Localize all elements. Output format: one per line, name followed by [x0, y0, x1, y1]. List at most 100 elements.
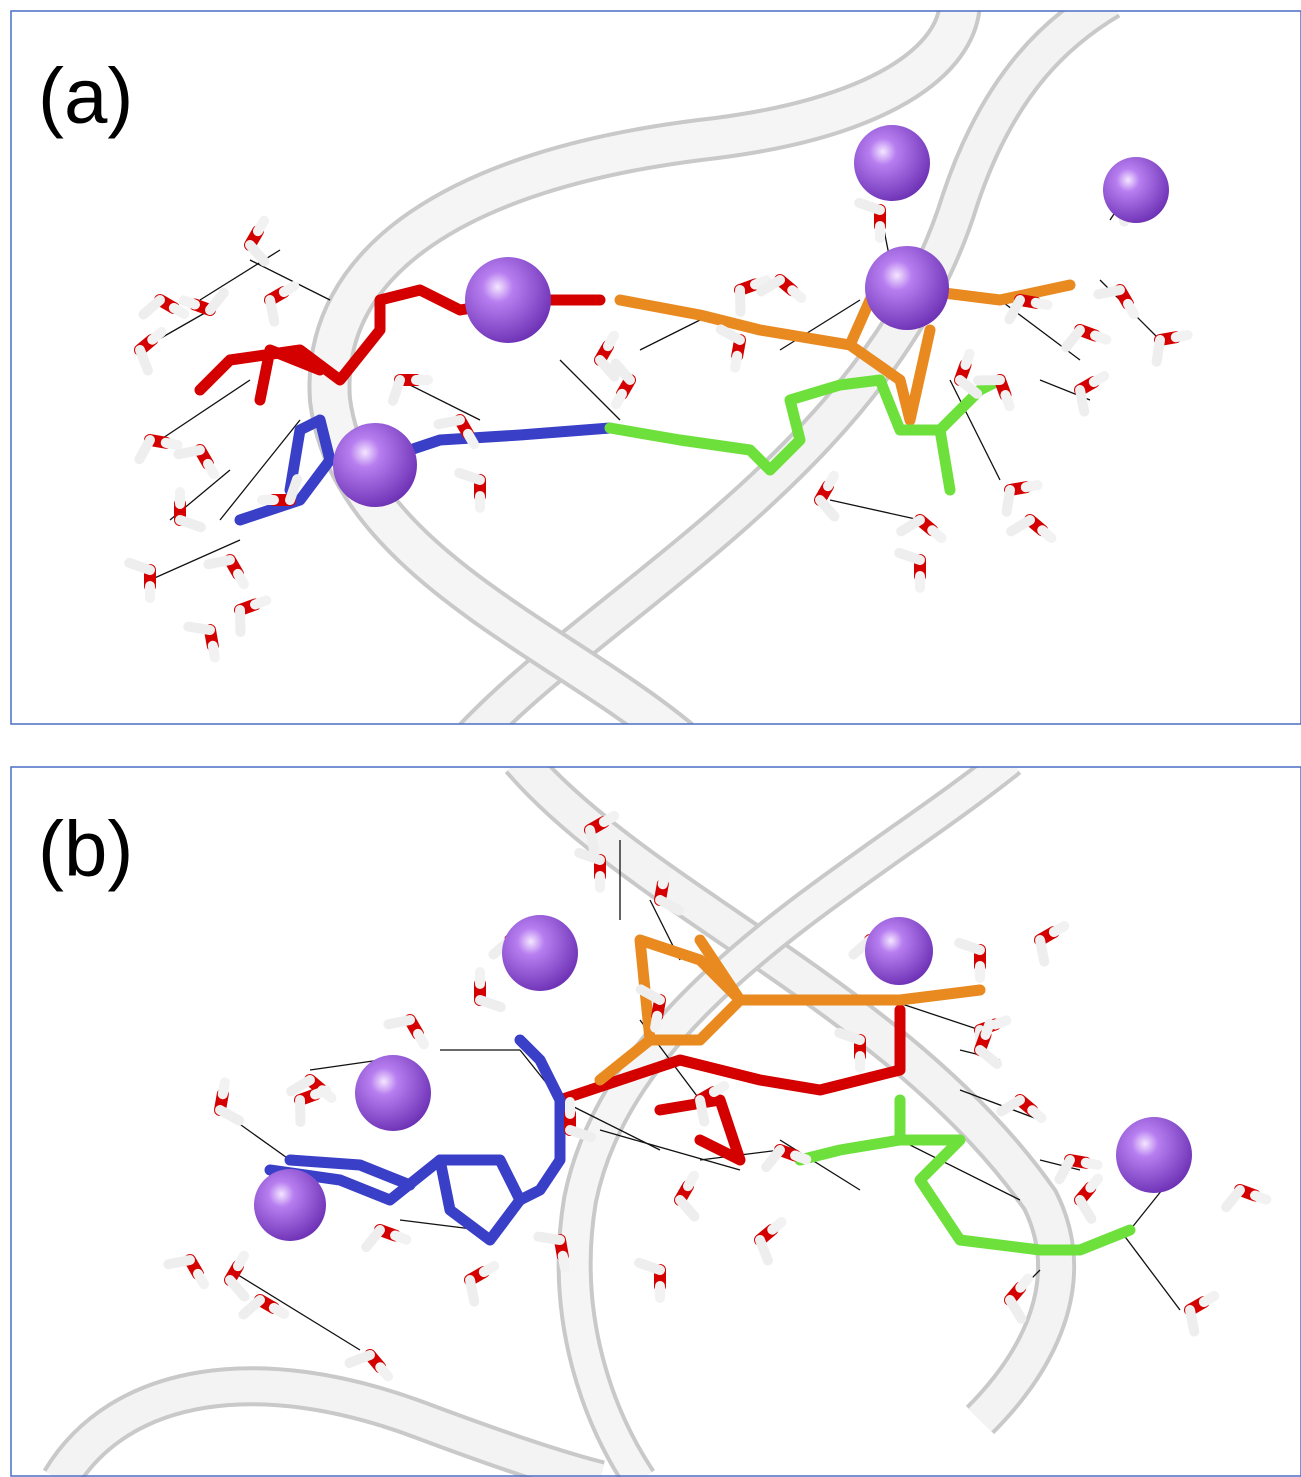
water-h [1090, 330, 1112, 345]
water-h [896, 515, 925, 537]
water-h [390, 1230, 412, 1245]
hydrogen-bond [559, 1099, 661, 1151]
water-h [815, 495, 840, 522]
water-h [278, 281, 300, 297]
molecule-stick [284, 1154, 416, 1191]
hydrogen-bond [779, 299, 861, 351]
water-h [683, 1170, 699, 1192]
water-h [1054, 1155, 1075, 1185]
ribbon [560, 767, 1019, 1477]
water-h [1048, 921, 1070, 937]
water-h [215, 1105, 245, 1126]
molecule-stick [434, 1154, 526, 1246]
water-h [344, 1350, 375, 1368]
hydrogen-bond [1039, 1159, 1081, 1171]
water-h [755, 1235, 773, 1266]
water-h [138, 295, 165, 320]
water-h [585, 825, 600, 857]
water-h [250, 595, 272, 610]
water-h [134, 435, 155, 465]
molecule-stick [554, 1004, 906, 1106]
hydrogen-bond [889, 999, 981, 1031]
water-h [655, 895, 685, 916]
water-h [207, 640, 220, 663]
hydrogen-bond [829, 499, 921, 521]
water-h [565, 1125, 596, 1143]
water-h [1020, 480, 1043, 493]
water-h [203, 458, 219, 480]
panel-frame [10, 10, 1301, 725]
hydrogen-bond [599, 1129, 741, 1171]
hydrogen-bond [149, 539, 241, 581]
water-h [173, 445, 205, 460]
water-h [960, 348, 975, 370]
ion-sphere [865, 917, 933, 985]
water-h [1006, 515, 1035, 537]
water-h [217, 1077, 230, 1100]
hydrogen-bond [949, 379, 1001, 481]
water-h [595, 355, 620, 382]
water-h [183, 621, 215, 635]
molecule-stick [794, 1134, 1136, 1256]
ion-sphere [1103, 157, 1169, 223]
ion-sphere [1116, 1117, 1192, 1193]
water-h [245, 240, 270, 267]
water-h [1027, 1105, 1047, 1123]
hydrogen-bond [309, 1059, 381, 1071]
water-h [533, 1231, 565, 1245]
ribbon [46, 1370, 604, 1477]
water-h [268, 1303, 290, 1319]
water-h [790, 1150, 812, 1165]
water-h [675, 1195, 700, 1222]
water-h [1030, 297, 1053, 310]
water-h [253, 215, 269, 237]
water-h [285, 474, 303, 505]
hydrogen-bond [219, 419, 301, 521]
water-h [203, 555, 235, 570]
water-h [927, 525, 947, 543]
water-h [756, 275, 785, 297]
water-h [1075, 1195, 1097, 1224]
water-h [168, 303, 190, 319]
panel-b [42, 767, 1272, 1477]
molecule-stick [614, 279, 1076, 351]
panel-a [124, 11, 1193, 724]
ion-sphere [502, 915, 578, 991]
molecule-stick [654, 1094, 746, 1166]
water-h [975, 1045, 1003, 1069]
water-h [1061, 325, 1085, 353]
panel-frame [10, 766, 1301, 1477]
hydrogen-bond [399, 379, 481, 421]
water-h [1080, 1157, 1103, 1170]
water-h [990, 1015, 1012, 1030]
water-h [657, 867, 670, 890]
water-h [478, 1261, 500, 1277]
water-h [310, 1085, 332, 1100]
water-h [996, 1095, 1025, 1117]
molecule-stick [254, 344, 326, 406]
water-h [1004, 295, 1025, 325]
ribbon [507, 767, 1073, 1432]
water-h [715, 324, 745, 345]
water-h [767, 1217, 787, 1235]
water-h [475, 995, 506, 1013]
water-h [557, 1250, 570, 1273]
water-h [1088, 371, 1110, 387]
ion-sphere [333, 423, 417, 507]
water-h [1075, 385, 1090, 417]
water-h [1170, 330, 1193, 343]
hydrogen-bond [639, 319, 701, 351]
water-h [233, 1250, 249, 1272]
ribbon [311, 11, 977, 724]
water-h [894, 547, 925, 565]
water-h [823, 470, 839, 492]
hydrogen-bond [229, 1269, 361, 1351]
ion-sphere [465, 257, 551, 343]
hydrogen-bond [779, 1139, 861, 1191]
water-h [1093, 285, 1125, 300]
water-h [465, 1275, 480, 1307]
water-h [955, 375, 983, 399]
molecule-stick [644, 934, 746, 1046]
water-h [787, 285, 807, 303]
hydrogen-bond [559, 359, 621, 421]
